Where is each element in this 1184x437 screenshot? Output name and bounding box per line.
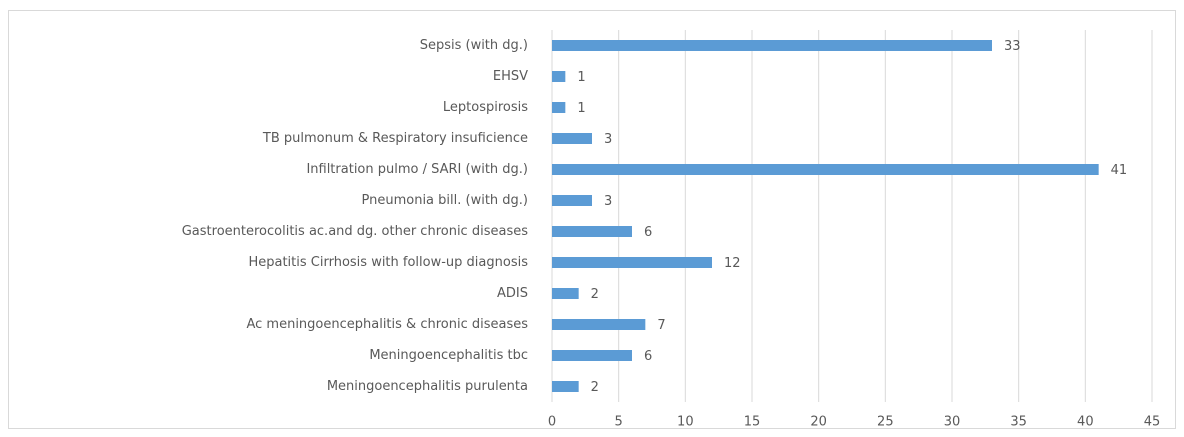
bar <box>552 164 1099 175</box>
x-tick-label: 40 <box>1077 415 1094 430</box>
bar <box>552 319 646 330</box>
y-tick-label: TB pulmonum & Respiratory insuficience <box>262 131 528 146</box>
data-label: 1 <box>577 70 585 85</box>
y-tick-label: ADIS <box>497 286 528 301</box>
x-tick-label: 35 <box>1010 415 1027 430</box>
y-tick-label: Leptospirosis <box>443 100 528 115</box>
bar <box>552 257 712 268</box>
x-tick-label: 45 <box>1144 415 1161 430</box>
data-label: 1 <box>577 101 585 116</box>
data-label: 12 <box>724 256 741 271</box>
chart-border <box>8 10 1176 429</box>
data-label: 2 <box>591 380 599 395</box>
bar <box>552 40 992 51</box>
data-label: 41 <box>1111 163 1128 178</box>
y-tick-label: Meningoencephalitis tbc <box>369 348 528 363</box>
bar <box>552 102 566 113</box>
y-tick-label: Ac meningoencephalitis & chronic disease… <box>246 317 528 332</box>
y-tick-label: Infiltration pulmo / SARI (with dg.) <box>306 162 528 177</box>
data-label: 6 <box>644 349 652 364</box>
x-tick-label: 30 <box>944 415 961 430</box>
x-tick-label: 10 <box>677 415 694 430</box>
bar <box>552 71 566 82</box>
y-tick-label: Hepatitis Cirrhosis with follow-up diagn… <box>248 255 528 270</box>
y-tick-label: Meningoencephalitis purulenta <box>327 379 528 394</box>
bar <box>552 350 632 361</box>
bar <box>552 226 632 237</box>
data-label: 3 <box>604 132 612 147</box>
x-tick-label: 25 <box>877 415 894 430</box>
y-tick-label: Pneumonia bill. (with dg.) <box>362 193 529 208</box>
x-tick-label: 5 <box>615 415 623 430</box>
data-label: 6 <box>644 225 652 240</box>
y-tick-label: Gastroenterocolitis ac.and dg. other chr… <box>182 224 528 239</box>
y-tick-label: EHSV <box>493 69 528 84</box>
bar <box>552 381 579 392</box>
y-tick-label: Sepsis (with dg.) <box>420 38 528 53</box>
x-tick-label: 15 <box>744 415 761 430</box>
bar <box>552 195 592 206</box>
data-label: 33 <box>1004 39 1021 54</box>
x-tick-label: 0 <box>548 415 556 430</box>
bar <box>552 133 592 144</box>
x-tick-label: 20 <box>810 415 827 430</box>
data-label: 3 <box>604 194 612 209</box>
data-label: 2 <box>591 287 599 302</box>
data-label: 7 <box>657 318 665 333</box>
bar <box>552 288 579 299</box>
